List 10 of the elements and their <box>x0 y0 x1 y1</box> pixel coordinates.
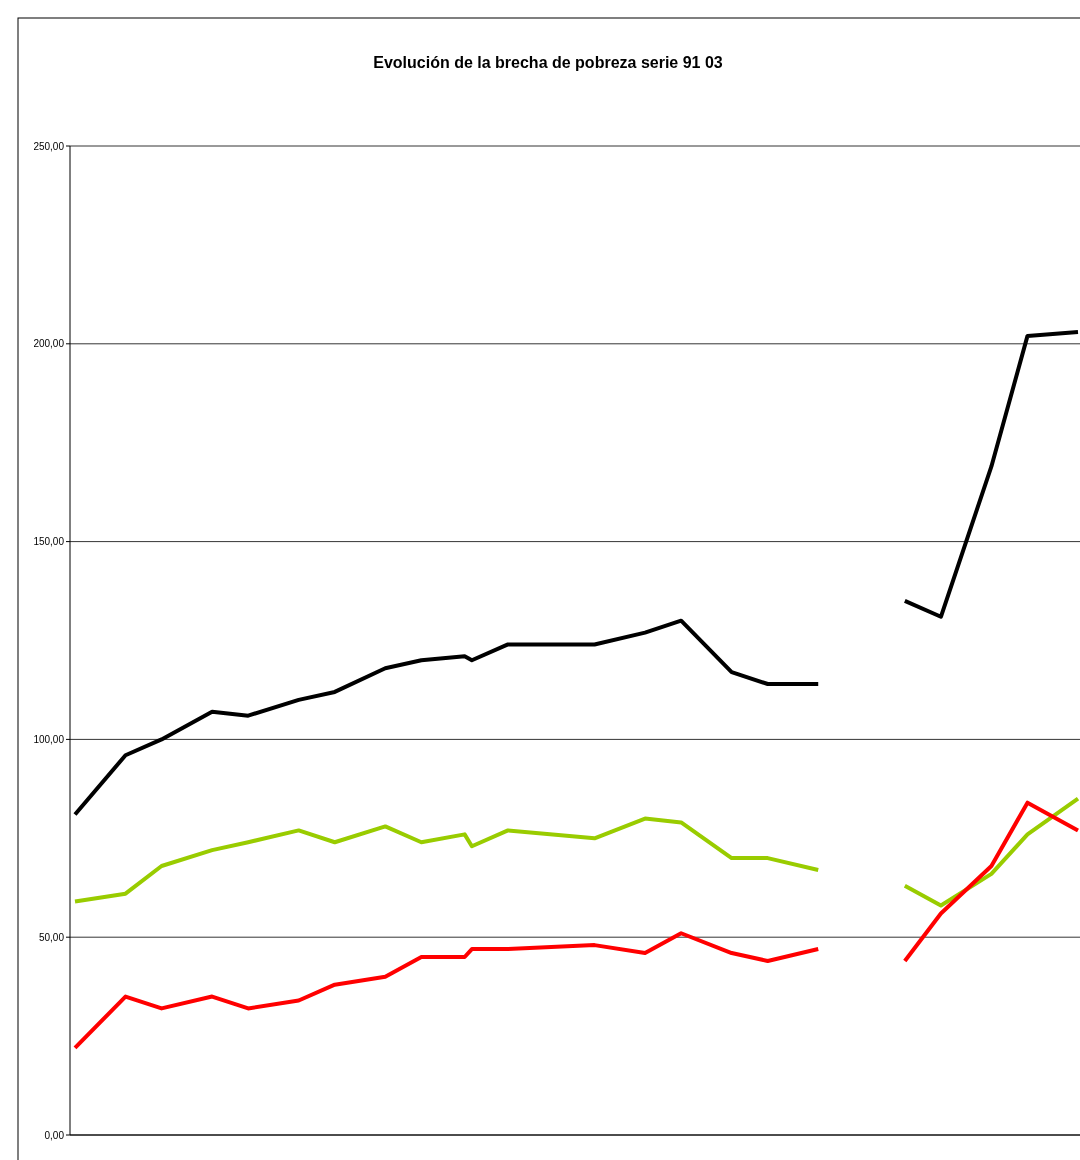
y-tick-label: 150,00 <box>33 536 65 548</box>
y-tick-label: 250,00 <box>33 140 65 152</box>
y-tick-label: 50,00 <box>38 931 65 943</box>
line-series <box>73 816 821 904</box>
line-series <box>902 800 1080 963</box>
y-tick-label: 0,00 <box>44 1129 65 1141</box>
line-series <box>73 931 821 1050</box>
y-tick-label: 200,00 <box>33 338 65 350</box>
y-tick-label: 100,00 <box>33 733 65 745</box>
chart-title: Evolución de la brecha de pobreza serie 91 03 <box>373 54 723 71</box>
